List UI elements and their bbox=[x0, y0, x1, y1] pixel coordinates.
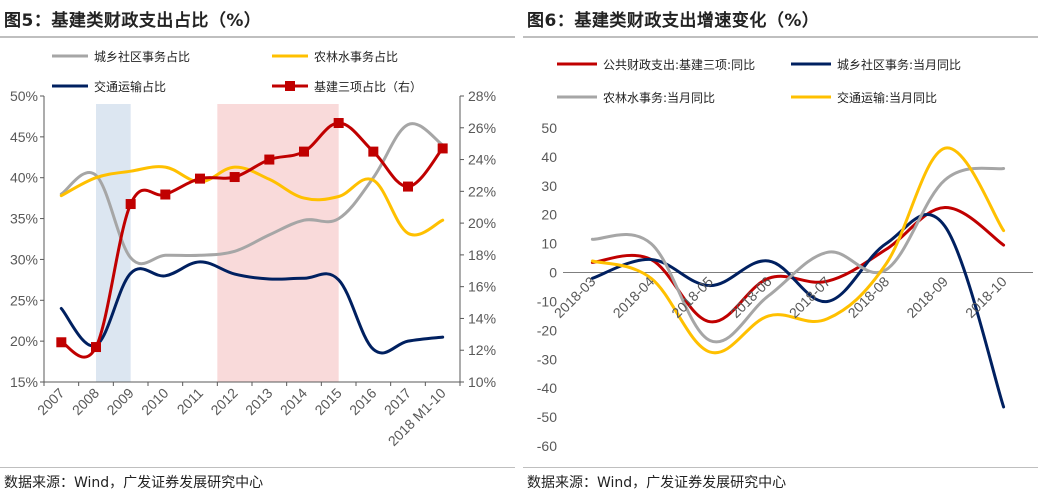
left-chart-title: 图5：基建类财政支出占比（%） bbox=[4, 11, 262, 31]
right-chart-panel: 图6：基建类财政支出增速变化（%） 50 40 30 20 10 0 -10 -20 -30 -4… bbox=[523, 0, 1038, 497]
left-y-tick-label: 15% bbox=[10, 374, 38, 390]
y-tick-label: 10 bbox=[541, 236, 557, 252]
shaded-period-2 bbox=[217, 104, 339, 382]
series-marker bbox=[229, 172, 240, 183]
right-y-tick-label: 12% bbox=[468, 342, 496, 358]
series-line-2 bbox=[59, 165, 445, 237]
series-marker bbox=[368, 146, 379, 157]
x-category-label: 2012 bbox=[207, 385, 240, 418]
x-category-label: 2018-10 bbox=[962, 273, 1010, 321]
x-category-label: 2011 bbox=[174, 385, 207, 418]
left-source-note: 数据来源：Wind，广发证券发展研究中心 bbox=[4, 475, 264, 491]
left-y-tick-label: 40% bbox=[10, 170, 38, 186]
y-tick-label: -10 bbox=[537, 293, 557, 309]
left-y-tick-label: 25% bbox=[10, 292, 38, 308]
x-category-label: 2015 bbox=[311, 385, 344, 418]
legend-label: 城乡社区事务:当月同比 bbox=[837, 57, 961, 72]
y-tick-label: 30 bbox=[541, 178, 557, 194]
legend-label: 公共财政支出:基建三项:同比 bbox=[603, 58, 755, 72]
series-line-4 bbox=[590, 146, 1006, 355]
left-y-tick-label: 20% bbox=[10, 333, 38, 349]
left-chart-plot: 50% 45% 40% 35% 30% 25% 20% 15% 28% 26% 24% 22% 20% 1… bbox=[10, 49, 496, 449]
right-y-tick-label: 16% bbox=[468, 279, 496, 295]
x-category-label: 2016 bbox=[346, 385, 379, 418]
series-marker bbox=[333, 118, 344, 129]
right-y-tick-label: 24% bbox=[468, 152, 496, 168]
right-y-tick-label: 14% bbox=[468, 310, 496, 326]
left-y-tick-label: 45% bbox=[10, 129, 38, 145]
x-category-label: 2009 bbox=[103, 385, 136, 418]
series-marker bbox=[125, 199, 136, 210]
series-marker bbox=[195, 173, 205, 184]
series-marker bbox=[91, 342, 101, 353]
right-y-tick-label: 20% bbox=[468, 215, 496, 231]
left-y-tick-label: 35% bbox=[10, 211, 38, 227]
right-y-tick-label: 22% bbox=[468, 183, 496, 199]
x-category-label: 2007 bbox=[34, 385, 67, 418]
y-tick-label: 20 bbox=[541, 207, 557, 223]
series-marker bbox=[437, 143, 448, 154]
y-tick-label: -50 bbox=[537, 409, 557, 425]
legend-label: 交通运输:当月同比 bbox=[837, 90, 937, 105]
right-title-rule bbox=[523, 36, 1038, 38]
left-y-tick-label: 50% bbox=[10, 88, 38, 104]
series-line-3 bbox=[590, 166, 1006, 344]
series-marker bbox=[264, 154, 275, 165]
left-title-rule bbox=[0, 36, 515, 38]
series-marker bbox=[160, 189, 171, 200]
x-category-label: 2018-04 bbox=[610, 273, 658, 321]
legend-label: 交通运输占比 bbox=[94, 79, 166, 94]
right-y-tick-label: 10% bbox=[468, 374, 496, 390]
series-line-3 bbox=[59, 260, 445, 355]
y-tick-label: -40 bbox=[537, 380, 557, 396]
y-tick-label: -20 bbox=[537, 322, 557, 338]
right-y-tick-label: 18% bbox=[468, 247, 496, 263]
legend-label: 农林水事务:当月同比 bbox=[603, 90, 715, 105]
x-category-label: 2013 bbox=[242, 385, 275, 418]
legend-label: 城乡社区事务占比 bbox=[94, 49, 190, 64]
y-tick-label: 40 bbox=[541, 149, 557, 165]
right-chart-title: 图6：基建类财政支出增速变化（%） bbox=[527, 11, 820, 31]
left-y-tick-label: 30% bbox=[10, 251, 38, 267]
series-marker bbox=[56, 337, 67, 348]
right-footer-rule bbox=[523, 467, 1038, 468]
series-line-1 bbox=[59, 122, 445, 266]
y-tick-label: -30 bbox=[537, 351, 557, 367]
x-category-label: 2018-09 bbox=[903, 273, 951, 321]
x-category-label: 2010 bbox=[138, 385, 171, 418]
legend-marker bbox=[285, 81, 295, 91]
y-tick-label: 50 bbox=[541, 120, 557, 136]
legend-label: 基建三项占比（右） bbox=[314, 79, 422, 94]
right-source-note: 数据来源：Wind，广发证券发展研究中心 bbox=[527, 475, 787, 491]
series-marker bbox=[403, 181, 413, 192]
x-category-label: 2018-03 bbox=[551, 273, 599, 321]
y-tick-label: -60 bbox=[537, 438, 557, 454]
right-y-tick-label: 26% bbox=[468, 120, 496, 136]
y-tick-label: 0 bbox=[549, 265, 557, 281]
legend-label: 农林水事务占比 bbox=[314, 49, 398, 64]
left-footer-rule bbox=[0, 467, 515, 468]
right-y-tick-label: 28% bbox=[468, 88, 496, 104]
left-chart-panel: 图5：基建类财政支出占比（%） 50% 45% 40% 35% 30% 25% 20% 15%… bbox=[0, 0, 515, 497]
x-category-label: 2014 bbox=[277, 385, 310, 418]
x-category-label: 2008 bbox=[69, 385, 102, 418]
series-marker bbox=[299, 146, 309, 157]
